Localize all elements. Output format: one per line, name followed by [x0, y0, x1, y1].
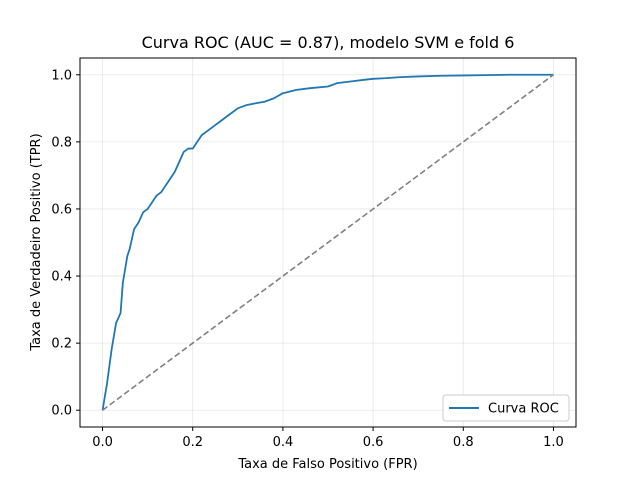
y-axis-label: Taxa de Verdadeiro Positivo (TPR)	[29, 133, 44, 351]
x-tick-label: 0.2	[182, 435, 203, 450]
legend-label-curva-roc: Curva ROC	[488, 402, 559, 417]
y-tick-label: 0.8	[51, 135, 72, 150]
legend-box	[442, 394, 570, 422]
x-axis-label: Taxa de Falso Positivo (FPR)	[237, 457, 417, 472]
series-layer	[101, 73, 554, 411]
y-tick-label: 0.2	[51, 337, 72, 352]
y-axis: 0.0 0.2 0.4 0.6 0.8 1.0	[51, 68, 80, 419]
x-tick-label: 0.6	[363, 435, 384, 450]
plot-frame	[79, 57, 577, 428]
y-tick-label: 1.0	[51, 68, 72, 83]
roc-curve-line	[101, 73, 554, 411]
diagonal-reference-line	[102, 74, 554, 411]
chart-title: Curva ROC (AUC = 0.87), modelo SVM e fol…	[142, 33, 515, 52]
x-tick-label: 0.8	[453, 435, 474, 450]
x-tick-label: 0.0	[92, 435, 113, 450]
x-tick-label: 1.0	[543, 435, 564, 450]
y-tick-label: 0.4	[51, 270, 72, 285]
legend: Curva ROC	[442, 394, 570, 422]
grid	[80, 58, 576, 427]
x-tick-label: 0.4	[273, 435, 294, 450]
y-tick-label: 0.6	[51, 202, 72, 217]
y-tick-label: 0.0	[51, 404, 72, 419]
x-axis: 0.0 0.2 0.4 0.6 0.8 1.0	[92, 427, 564, 450]
